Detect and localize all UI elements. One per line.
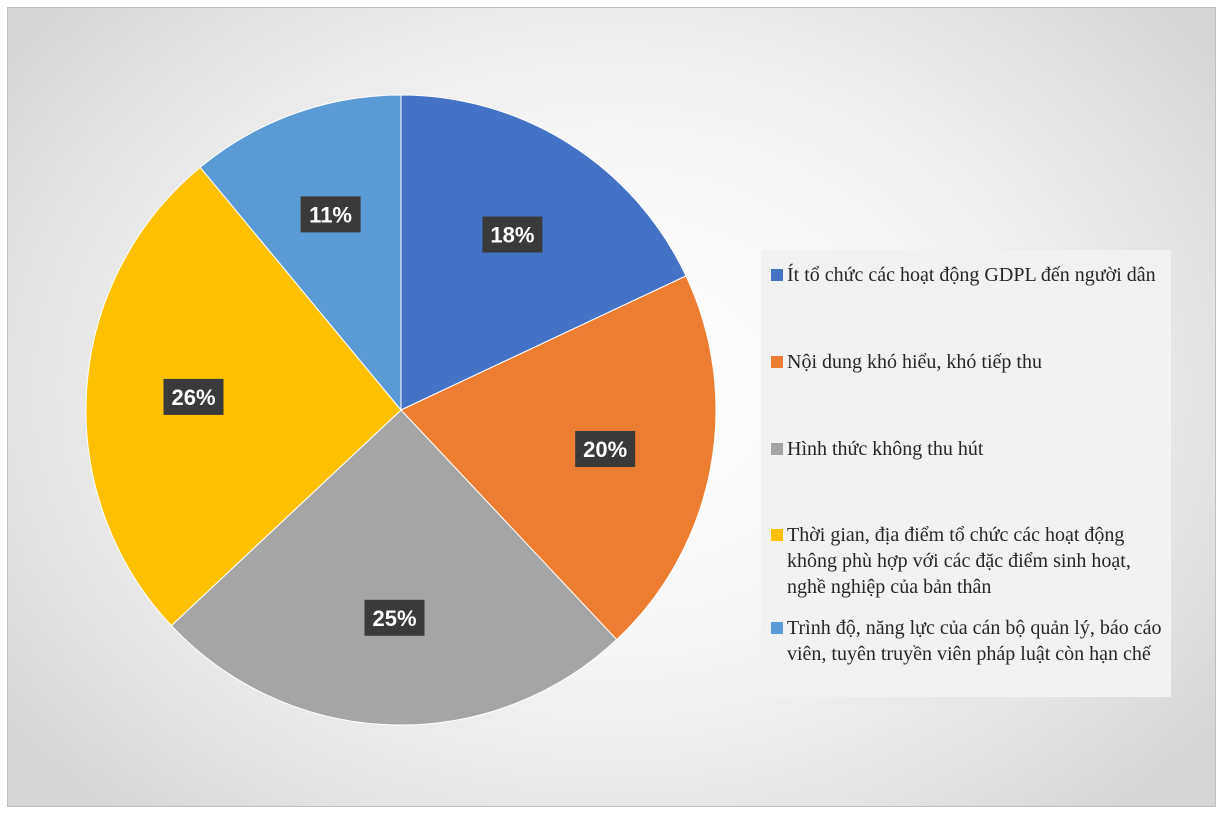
pie-slice-3: [170, 409, 618, 726]
data-label-2: 20%: [575, 431, 636, 467]
data-label-3: 25%: [364, 599, 425, 636]
data-label-text-5: 11%: [309, 202, 352, 227]
legend-swatch-3: [771, 443, 783, 455]
legend-swatch-1: [771, 269, 783, 281]
legend-item-3: Hình thức không thu hút: [771, 436, 1166, 462]
data-label-box-3: [364, 599, 425, 636]
legend-swatch-4: [771, 529, 783, 541]
data-label-box-4: [163, 378, 224, 415]
legend-item-5: Trình độ, năng lực của cán bộ quản lý, b…: [771, 615, 1166, 667]
legend-label-2: Nội dung khó hiểu, khó tiếp thu: [787, 351, 1042, 373]
legend-label-4: Thời gian, địa điểm tổ chức các hoạt độn…: [787, 524, 1131, 598]
legend-item-1: Ít tổ chức các hoạt động GDPL đến người …: [771, 262, 1166, 288]
legend-label-5: Trình độ, năng lực của cán bộ quản lý, b…: [787, 617, 1162, 665]
legend-label-3: Hình thức không thu hút: [787, 438, 984, 460]
data-label-4: 26%: [163, 378, 224, 415]
data-label-text-4: 26%: [171, 385, 215, 410]
legend-swatch-2: [771, 356, 783, 368]
legend-swatch-5: [771, 622, 783, 634]
data-label-text-1: 18%: [490, 223, 534, 248]
data-label-box-5: [300, 196, 361, 233]
data-label-box-1: [482, 216, 543, 253]
legend-item-2: Nội dung khó hiểu, khó tiếp thu: [771, 349, 1166, 375]
data-label-5: 11%: [300, 196, 361, 233]
pie-data-labels: 18% 20% 25% 26% 11%: [163, 196, 636, 636]
pie-slice-1: [400, 94, 687, 411]
chart-area: 18% 20% 25% 26% 11% Ít tổ chức các hoạt động…: [7, 7, 1216, 807]
legend: Ít tổ chức các hoạt động GDPL đến người …: [761, 250, 1171, 697]
pie-slice-2: [400, 275, 717, 641]
data-label-text-2: 20%: [583, 437, 627, 462]
pie-slices: [85, 94, 717, 726]
pie-slice-4: [85, 166, 402, 627]
data-label-1: 18%: [482, 216, 543, 253]
legend-item-4: Thời gian, địa điểm tổ chức các hoạt độn…: [771, 522, 1166, 600]
data-label-text-3: 25%: [372, 606, 416, 631]
data-label-box-2: [575, 431, 636, 467]
pie-chart: 18% 20% 25% 26% 11%: [85, 94, 717, 726]
pie-slice-5: [199, 94, 402, 412]
legend-label-1: Ít tổ chức các hoạt động GDPL đến người …: [787, 264, 1156, 286]
